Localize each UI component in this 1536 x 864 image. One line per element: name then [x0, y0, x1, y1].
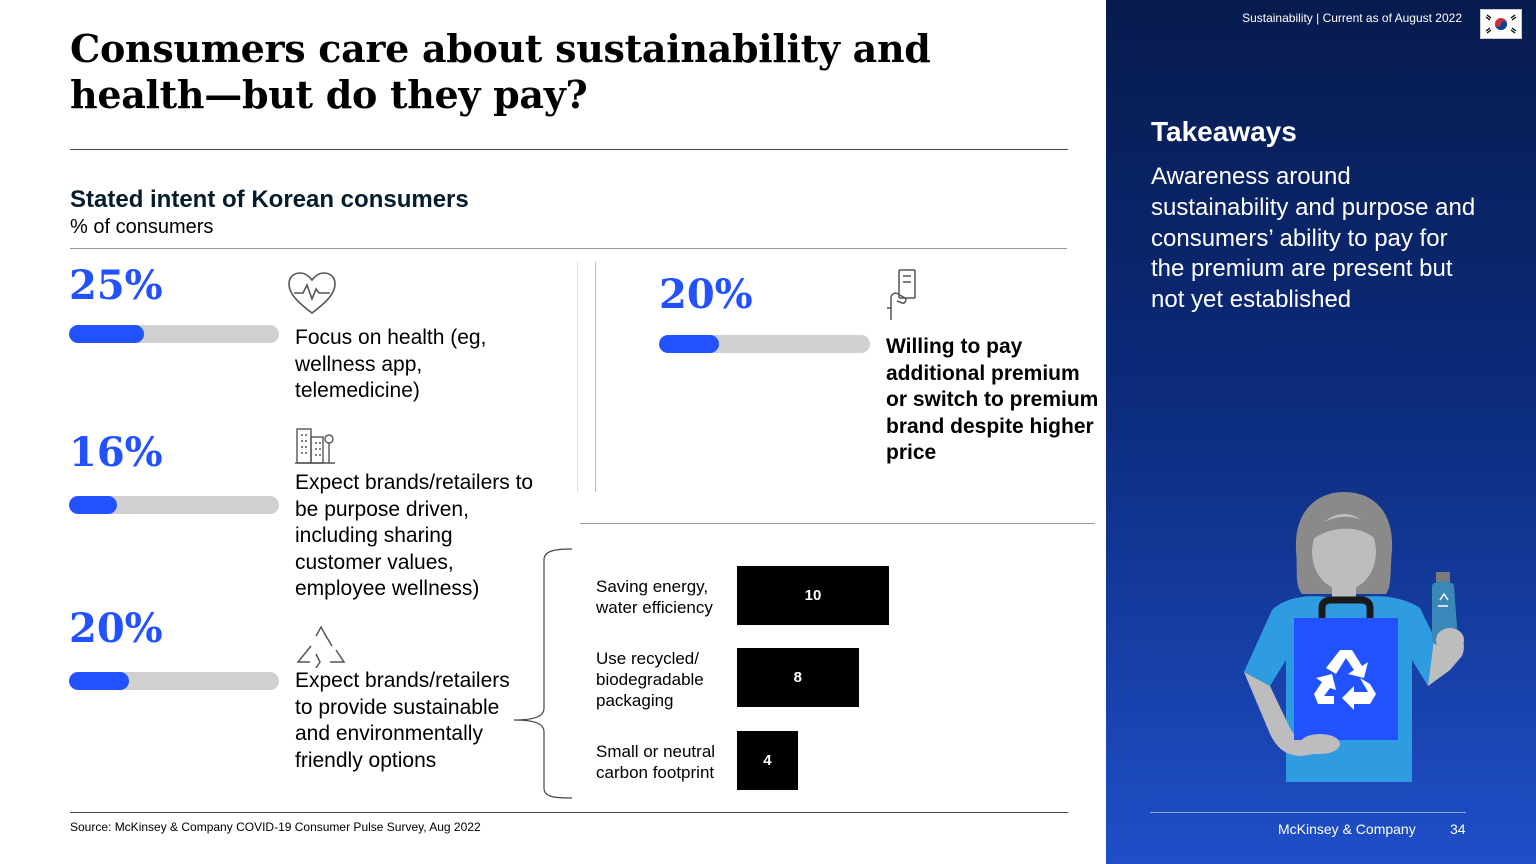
title-divider: [70, 149, 1068, 150]
breakdown-bar-packaging: 8: [737, 648, 859, 707]
metric-sustainable-bar-track: [69, 672, 279, 690]
metric-premium-bar-fill: [659, 335, 720, 353]
heart-pulse-icon: [286, 271, 338, 317]
panel-footer-divider: [1150, 812, 1466, 813]
buildings-icon: [295, 423, 335, 465]
chart-divider: [70, 248, 1067, 249]
recycle-icon: [296, 624, 346, 669]
breakdown-value-energy: 10: [804, 587, 822, 604]
breakdown-divider: [580, 523, 1095, 524]
metric-purpose-bar-track: [69, 496, 279, 514]
breakdown-value-carbon: 4: [763, 752, 772, 769]
metric-premium-bar-track: [659, 335, 870, 353]
metric-health-caption: Focus on health (eg, wellness app, telem…: [295, 326, 487, 402]
slide-title: Consumers care about sustainability and …: [70, 26, 931, 117]
metric-sustainable-bar-fill: [69, 672, 129, 690]
metric-health-bar-track: [69, 325, 279, 343]
metric-purpose-bar-fill: [69, 496, 117, 514]
footer-divider: [70, 812, 1068, 813]
metric-premium-caption: Willing to pay additional premium or swi…: [886, 335, 1099, 464]
breakdown-bar-carbon: 4: [737, 731, 798, 790]
breakdown-value-packaging: 8: [793, 669, 802, 686]
source-note: Source: McKinsey & Company COVID-19 Cons…: [70, 820, 481, 834]
metric-purpose-caption: Expect brands/retailers to be purpose dr…: [295, 471, 534, 600]
takeaways-body: Awareness around sustainability and purp…: [1151, 163, 1476, 314]
header-tag: Sustainability | Current as of August 20…: [1242, 11, 1462, 25]
chart-title: Stated intent of Korean consumers: [70, 186, 469, 213]
hand-card-icon: [885, 268, 921, 322]
metric-sustainable-value: 20%: [69, 605, 163, 652]
metric-sustainable-caption: Expect brands/retailers to provide susta…: [295, 669, 510, 772]
page-number: 34: [1450, 821, 1466, 837]
breakdown-bar-energy: 10: [737, 566, 889, 625]
metric-health-value: 25%: [69, 262, 163, 309]
brand-name: McKinsey & Company: [1278, 821, 1416, 837]
south-korea-flag-icon: [1480, 9, 1522, 39]
bracket-connector: [513, 548, 574, 800]
takeaways-title: Takeaways: [1151, 116, 1297, 147]
woman-recycle-bag-illustration: [1236, 490, 1476, 790]
breakdown-label-carbon: Small or neutral carbon footprint: [596, 742, 716, 782]
breakdown-label-energy: Saving energy, water efficiency: [596, 577, 713, 617]
metric-premium-value: 20%: [659, 271, 753, 318]
breakdown-label-packaging: Use recycled/biodegradable packaging: [596, 649, 704, 710]
column-divider: [595, 262, 596, 492]
metric-purpose-value: 16%: [69, 429, 163, 476]
chart-subtitle: % of consumers: [70, 216, 214, 238]
column-divider-left: [577, 262, 578, 492]
metric-health-bar-fill: [69, 325, 144, 343]
